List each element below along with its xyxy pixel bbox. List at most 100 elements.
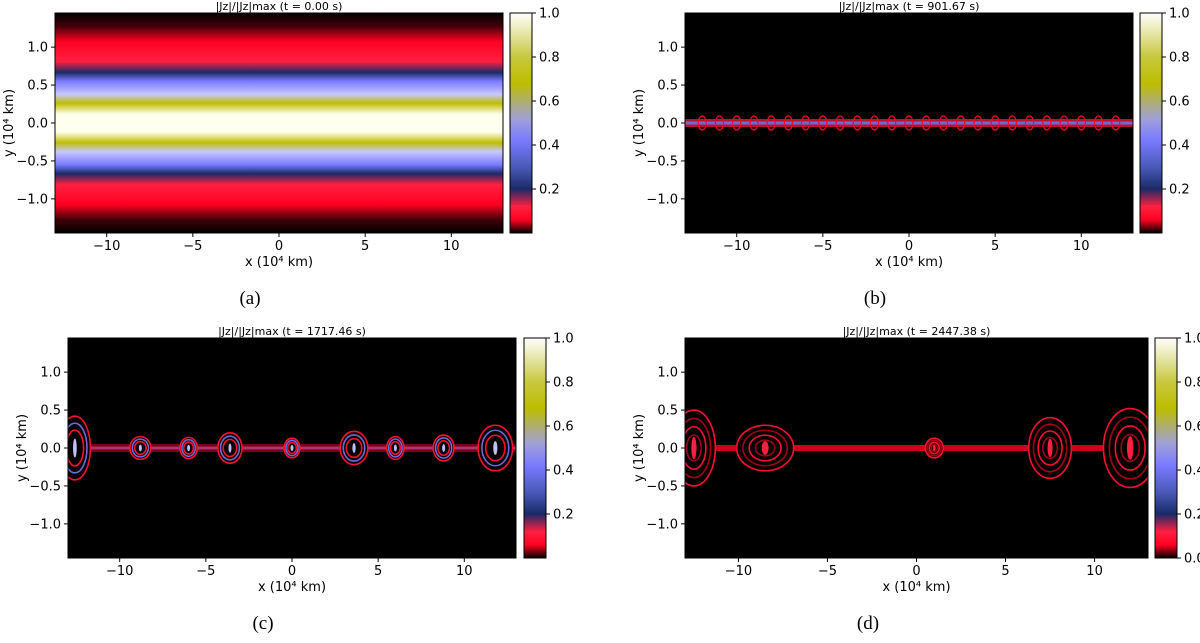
colorbar-tick-label: 1.0 [553, 332, 574, 347]
y-tick-label: 0.5 [40, 404, 61, 419]
x-tick-label: 10 [456, 564, 473, 579]
y-axis-label: y (10⁴ km) [632, 89, 647, 157]
colorbar [1154, 337, 1178, 559]
y-tick-label: −0.5 [16, 154, 48, 169]
plasmoid-contour [1114, 425, 1146, 471]
y-tick-label: 0.5 [657, 79, 678, 94]
y-tick-label: 0.0 [27, 117, 48, 132]
plasmoid-contour [1041, 436, 1059, 460]
panel-caption: (a) [239, 288, 261, 309]
plasmoid [749, 115, 759, 131]
y-tick-label: −1.0 [16, 192, 48, 207]
x-tick-label: 0 [275, 239, 283, 254]
x-tick-label: −5 [183, 239, 202, 254]
y-tick-label: 1.0 [27, 41, 48, 56]
plasmoid-contour [133, 440, 147, 456]
plasmoid-contour [387, 438, 403, 458]
y-tick-label: 0.5 [657, 404, 678, 419]
plasmoid-contour [1120, 433, 1141, 463]
plasmoid-core [932, 445, 936, 451]
plasmoid-contour [285, 439, 299, 457]
heatmap-field [68, 338, 516, 558]
plasmoid-contour [685, 409, 717, 487]
colorbar [509, 12, 533, 234]
chart-title: |Jz|/|Jz|max (t = 2447.38 s) [843, 325, 991, 338]
x-tick-label: −10 [725, 564, 752, 579]
plasmoid [956, 115, 966, 131]
colorbar [1139, 12, 1163, 234]
chart-title: |Jz|/|Jz|max (t = 0.00 s) [216, 0, 343, 13]
plasmoid [801, 115, 811, 131]
plasmoid-contour [345, 437, 363, 459]
plasmoid-core [138, 444, 142, 452]
plasmoid [990, 115, 1000, 131]
y-tick-label: 0.0 [657, 442, 678, 457]
x-tick-label: 0 [288, 564, 296, 579]
heatmap-field [685, 338, 1148, 558]
colorbar-tick-label: 0.8 [539, 51, 560, 66]
plasmoid-contour [68, 422, 88, 474]
y-tick-label: −1.0 [29, 517, 61, 532]
plasmoid [869, 115, 880, 131]
plasmoid-core [1047, 438, 1053, 458]
x-tick-label: 5 [374, 564, 382, 579]
plasmoid [904, 115, 914, 131]
x-axis-label: x (10⁴ km) [882, 580, 950, 595]
plasmoid-contour [928, 441, 941, 455]
plasmoid-contour [484, 434, 506, 462]
plasmoid [1025, 115, 1035, 131]
plasmoid-contour [434, 437, 453, 459]
heatmap-field [685, 13, 1133, 233]
plasmoid [1059, 115, 1069, 131]
plasmoid [1093, 115, 1104, 131]
plasmoid [1076, 115, 1086, 131]
plasmoid [732, 115, 742, 131]
plasmoid-core [290, 445, 294, 451]
colorbar-tick-label: 0.2 [1184, 508, 1200, 523]
colorbar-tick-label: 0.6 [539, 95, 560, 110]
plasmoid [921, 115, 931, 131]
colorbar [523, 337, 547, 559]
y-tick-label: −0.5 [29, 479, 61, 494]
colorbar-tick-label: 1.0 [1184, 332, 1200, 347]
plasmoid-core [761, 441, 769, 455]
x-tick-label: 5 [991, 239, 999, 254]
plasmoid [1111, 115, 1121, 131]
plasmoid [697, 115, 707, 131]
plasmoid-contour [685, 417, 712, 479]
plasmoid-contour [742, 429, 789, 467]
plasmoid-contour [685, 425, 707, 471]
current-sheet-core [685, 121, 1133, 125]
plasmoid-contour [389, 440, 402, 456]
plasmoid-contour [1037, 430, 1063, 466]
colorbar-tick-label: 1.0 [1169, 7, 1190, 22]
plasmoid-core [73, 438, 77, 458]
x-tick-label: −10 [93, 239, 120, 254]
plasmoid-core [442, 444, 446, 452]
plasmoid [783, 115, 793, 131]
colorbar-tick-label: 1.0 [539, 7, 560, 22]
plasmoid-contour [437, 439, 451, 457]
y-axis-label: y (10⁴ km) [2, 89, 17, 157]
colorbar-tick-label: 0.2 [553, 508, 574, 523]
x-tick-label: 0 [912, 564, 920, 579]
x-axis-label: x (10⁴ km) [258, 580, 326, 595]
colorbar-tick-label: 0.4 [1184, 464, 1200, 479]
plasmoid-contour [748, 434, 782, 462]
plasmoid-contour [926, 439, 943, 457]
plasmoid-contour [131, 438, 150, 458]
chart-panel-d: −10 −5 0 5 10 −1.0 −0.5 0.0 0.5 1.0 x (10⁴ km) y (1… [600, 323, 1200, 623]
plasmoid-core [691, 436, 697, 460]
colorbar-tick-label: 0.2 [539, 183, 560, 198]
y-axis-label: y (10⁴ km) [15, 414, 30, 482]
chart-title: |Jz|/|Jz|max (t = 1717.46 s) [218, 325, 366, 338]
x-tick-label: −10 [723, 239, 750, 254]
plasmoid [852, 115, 862, 131]
colorbar-tick-label: 0.8 [1169, 51, 1190, 66]
plasmoid-contour [181, 438, 197, 458]
y-tick-label: −1.0 [646, 192, 678, 207]
plasmoid [887, 115, 897, 131]
heatmap-svg: −10 −5 0 5 10 −1.0 −0.5 0.0 0.5 1.0 x (10⁴ km) y (1… [2, 0, 560, 270]
current-sheet [55, 13, 503, 233]
x-tick-label: −10 [106, 564, 133, 579]
